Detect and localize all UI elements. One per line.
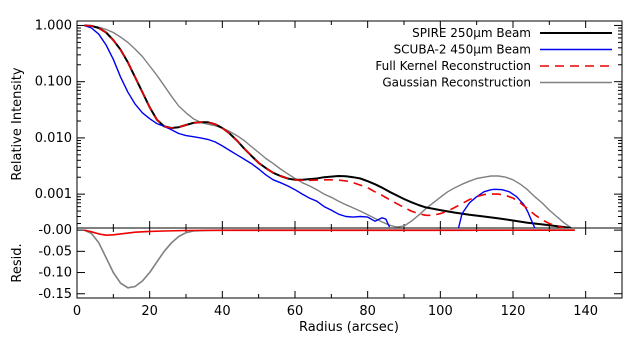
series-line-spire-250-m-beam xyxy=(84,24,572,228)
series-line-full-kernel-reconstruction xyxy=(84,24,565,228)
legend-label: SCUBA-2 450μm Beam xyxy=(394,43,531,57)
main-y-tick-label: 0.100 xyxy=(35,75,72,90)
residual-y-tick-label: -0.15 xyxy=(38,287,72,302)
residual-y-tick-label: -0.00 xyxy=(38,223,72,238)
main-y-tick-label: 0.001 xyxy=(35,187,72,202)
legend-label: Full Kernel Reconstruction xyxy=(375,59,531,73)
legend: SPIRE 250μm Beam SCUBA-2 450μm Beam Full K… xyxy=(375,26,612,90)
x-tick-label: 120 xyxy=(501,304,526,319)
x-tick-label: 60 xyxy=(287,304,304,319)
x-tick-label: 40 xyxy=(214,304,231,319)
residual-axis-ticks: 0 20 40 60 80 100 120 140 -0.00 -0.05 -0.10 -0.15 xyxy=(38,223,622,319)
legend-label: Gaussian Reconstruction xyxy=(382,76,531,90)
x-axis-label: Radius (arcsec) xyxy=(299,320,399,335)
residual-y-tick-label: -0.10 xyxy=(38,266,72,281)
series-line-gaussian-reconstruction xyxy=(84,24,572,228)
residual-plot-frame xyxy=(76,227,623,299)
residual-y-tick-label: -0.05 xyxy=(38,244,72,259)
main-y-axis-label: Relative Intensity xyxy=(10,67,25,180)
main-axis-ticks: 1.000 0.100 0.010 0.001 xyxy=(35,18,622,228)
main-y-tick-label: 0.010 xyxy=(35,131,72,146)
residual-line-gaussian-reconstruction xyxy=(83,229,575,289)
residual-line-full-kernel-reconstruction xyxy=(84,229,575,236)
series-line-scuba-2-450-m-beam xyxy=(84,24,391,228)
residual-y-axis-label: Resid. xyxy=(10,243,25,282)
main-series-group xyxy=(84,24,572,228)
x-tick-label: 80 xyxy=(359,304,376,319)
main-y-tick-label: 1.000 xyxy=(35,18,72,33)
residual-series-group xyxy=(83,229,575,289)
x-tick-label: 0 xyxy=(73,304,81,319)
x-tick-label: 20 xyxy=(141,304,158,319)
series-line-scuba-2-450-m-beam-secondary xyxy=(457,188,536,228)
x-tick-label: 140 xyxy=(573,304,598,319)
x-tick-label: 100 xyxy=(428,304,453,319)
legend-label: SPIRE 250μm Beam xyxy=(412,26,531,40)
